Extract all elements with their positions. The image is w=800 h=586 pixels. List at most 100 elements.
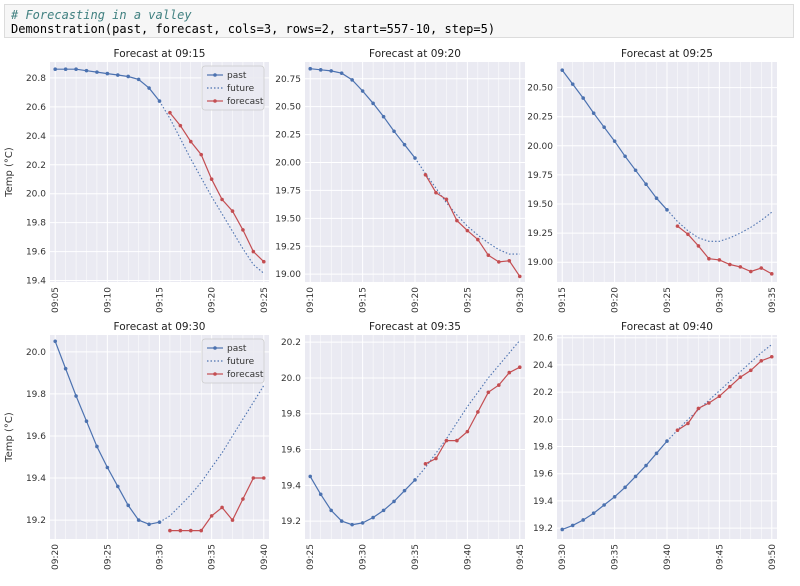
point-forecast (686, 232, 690, 237)
point-forecast (209, 514, 214, 518)
series-forecast (677, 225, 773, 275)
point-forecast (178, 123, 183, 128)
point-past (350, 522, 354, 527)
point-forecast (728, 384, 732, 389)
point-forecast (717, 394, 722, 399)
point-past (126, 503, 131, 508)
point-forecast (759, 266, 764, 270)
y-tick-label: 19.6 (26, 432, 46, 442)
x-tick-label: 09:10 (306, 287, 316, 313)
point-past (350, 78, 354, 82)
point-past (84, 68, 89, 73)
y-tick-label: 20.75 (275, 75, 301, 85)
point-forecast (188, 528, 193, 533)
y-tick-label: 19.8 (26, 390, 46, 400)
legend: past future forecast (201, 65, 265, 111)
point-past (329, 508, 333, 513)
series-forecast (677, 356, 773, 431)
point-forecast (749, 368, 753, 373)
y-tick-label: 19.00 (275, 270, 301, 280)
series-future (414, 340, 521, 481)
point-forecast (738, 375, 743, 379)
point-past (612, 139, 617, 143)
y-tick-label: 20.8 (26, 74, 46, 84)
y-tick-label: 20.0 (533, 415, 553, 425)
legend-box (201, 65, 265, 111)
point-forecast (220, 197, 224, 202)
y-tick-label: 19.25 (527, 229, 553, 239)
point-past (147, 86, 151, 90)
point-past (95, 70, 99, 74)
point-past (602, 503, 606, 507)
point-forecast (241, 497, 245, 501)
point-forecast (476, 237, 480, 242)
y-tick-label: 20.0 (26, 348, 46, 358)
y-tick-label: 19.4 (26, 474, 46, 484)
x-tick-label: 09:35 (768, 287, 778, 313)
y-tick-label: 20.0 (26, 190, 46, 200)
x-tick-label: 09:40 (663, 544, 673, 570)
y-tick-label: 19.8 (281, 410, 301, 420)
y-tick-label: 19.75 (275, 186, 301, 196)
x-tick-label: 09:10 (103, 287, 113, 313)
code-cell[interactable]: # Forecasting in a valley Demonstration(… (4, 4, 794, 38)
chart-title: Forecast at 09:40 (621, 321, 713, 333)
y-tick-label: 20.50 (527, 84, 553, 94)
point-forecast (675, 224, 680, 228)
x-tick-label: 09:15 (156, 287, 166, 313)
point-past (623, 485, 627, 490)
point-past (591, 511, 596, 515)
chart-panel-6: 19.2 19.4 19.6 19.8 20.0 20.2 20.4 20.6 09:30 09:… (533, 321, 778, 570)
point-past (53, 67, 58, 72)
point-forecast (486, 390, 491, 395)
y-tick-label: 19.25 (275, 242, 301, 252)
point-past (63, 366, 68, 371)
x-tick-label: 09:15 (558, 287, 568, 313)
point-past (84, 419, 89, 424)
y-axis-label: Temp (°C) (4, 147, 15, 198)
point-past (570, 82, 575, 86)
point-forecast (168, 110, 172, 115)
series-forecast (169, 112, 265, 263)
legend-marker-past (213, 346, 217, 350)
point-past (308, 474, 313, 479)
point-past (581, 518, 585, 522)
x-tick-label: 09:30 (359, 544, 369, 570)
chart-title: Forecast at 09:20 (369, 48, 461, 60)
point-forecast (199, 152, 204, 157)
point-past (560, 527, 565, 532)
legend-marker-forecast (213, 99, 217, 103)
y-tick-label: 19.2 (533, 524, 553, 534)
series-future (666, 209, 773, 242)
x-tick-label: 09:30 (558, 544, 568, 570)
point-forecast (230, 518, 235, 522)
point-forecast (251, 249, 256, 254)
x-tick-label: 09:30 (156, 544, 166, 570)
point-forecast (696, 406, 701, 411)
x-tick-label: 09:35 (411, 544, 421, 570)
point-forecast (507, 370, 512, 375)
y-tick-label: 19.8 (26, 219, 46, 229)
point-forecast (261, 476, 266, 480)
point-past (371, 101, 375, 106)
point-past (157, 99, 162, 103)
series-future (159, 385, 265, 523)
x-tick-label: 09:30 (715, 287, 725, 313)
point-past (318, 492, 323, 497)
x-tick-label: 09:50 (768, 544, 778, 570)
point-past (392, 129, 396, 134)
code-line: Demonstration(past, forecast, cols=3, ro… (11, 22, 496, 36)
point-forecast (497, 383, 501, 387)
chart-title: Forecast at 09:15 (114, 48, 206, 60)
point-past (602, 125, 606, 129)
x-tick-label: 09:25 (306, 544, 316, 570)
y-tick-label: 19.2 (26, 516, 46, 526)
y-tick-label: 20.00 (275, 159, 301, 169)
point-past (633, 168, 638, 173)
legend-marker-forecast (213, 372, 217, 376)
point-forecast (230, 209, 235, 213)
legend-box (201, 338, 265, 384)
y-tick-label: 20.25 (275, 131, 301, 141)
point-past (371, 515, 375, 520)
y-tick-label: 20.0 (281, 374, 301, 384)
